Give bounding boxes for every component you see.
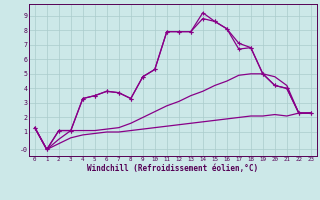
X-axis label: Windchill (Refroidissement éolien,°C): Windchill (Refroidissement éolien,°C): [87, 164, 258, 173]
